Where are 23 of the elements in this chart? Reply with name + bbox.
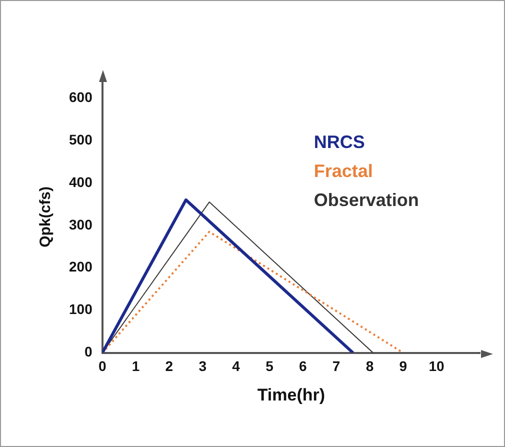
x-tick-label: 9 xyxy=(399,358,408,374)
x-tick-label: 3 xyxy=(198,358,207,374)
x-axis-title: Time(hr) xyxy=(257,385,326,404)
x-tick-label: 2 xyxy=(165,358,174,374)
x-tick-label: 4 xyxy=(232,358,240,374)
y-tick-label: 0 xyxy=(84,344,93,360)
x-tick-label: 5 xyxy=(266,358,274,374)
y-axis-title: Qpk(cfs) xyxy=(37,186,54,248)
y-tick-label: 500 xyxy=(69,131,93,148)
x-tick-label: 0 xyxy=(98,358,106,374)
y-tick-label: 200 xyxy=(69,258,93,275)
text: NRCS xyxy=(314,132,365,152)
x-tick-label: 1 xyxy=(132,358,140,374)
y-tick-label: 400 xyxy=(69,174,93,190)
y-tick-label: 600 xyxy=(69,88,93,105)
y-tick-label: 300 xyxy=(69,216,93,232)
text: Observation xyxy=(314,190,419,210)
x-tick-label: 6 xyxy=(298,358,307,374)
x-tick-label: 7 xyxy=(332,358,340,374)
y-tick-label: 100 xyxy=(69,301,93,318)
x-tick-label: 10 xyxy=(428,358,445,374)
text: Fractal xyxy=(314,160,373,181)
x-tick-label: 8 xyxy=(366,358,374,374)
